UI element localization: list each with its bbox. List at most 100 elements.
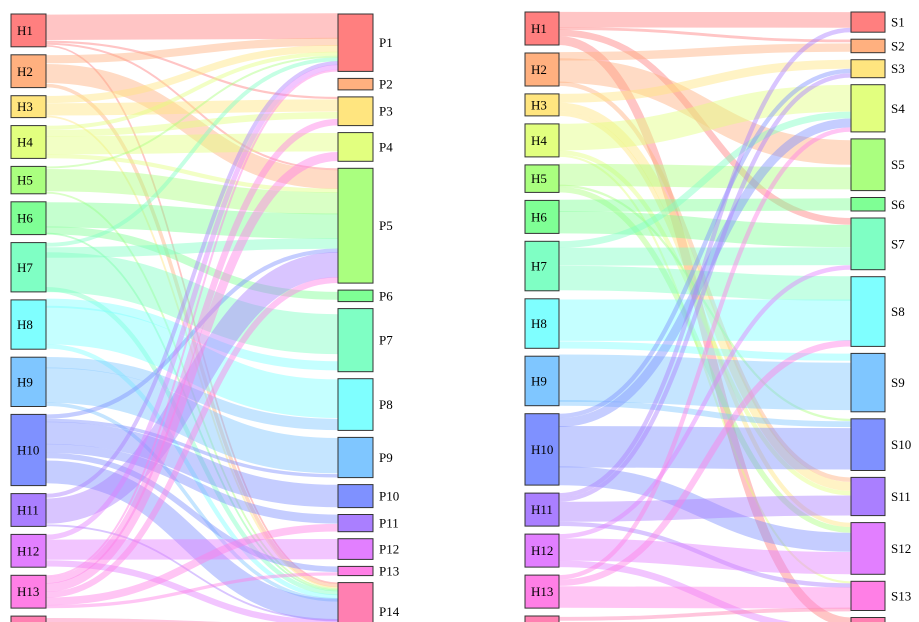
right-link-H1-S2 <box>558 27 852 43</box>
left-link-H12-P1 <box>45 64 339 540</box>
left-link-H13-P5 <box>45 276 339 598</box>
right-link-H7-S8 <box>558 265 852 301</box>
right-link-H2-S5 <box>558 58 852 165</box>
left-link-H3-P14 <box>45 115 339 589</box>
right-target-label-s10: S10 <box>891 437 911 452</box>
left-link-H10-P13 <box>45 452 339 573</box>
right-link-H9-S9 <box>558 354 852 411</box>
right-target-label-s3: S3 <box>891 61 905 76</box>
right-link-H11-S13 <box>558 521 852 588</box>
left-target-node-p11 <box>337 514 374 533</box>
left-source-label-h1: H1 <box>17 23 33 38</box>
right-link-H4-S13 <box>558 154 852 584</box>
right-source-node-h12 <box>524 533 560 568</box>
left-link-H4-P4 <box>45 133 339 155</box>
right-target-label-s5: S5 <box>891 157 905 172</box>
right-target-label-s6: S6 <box>891 197 905 212</box>
right-source-label-h1: H1 <box>531 21 547 36</box>
right-target-label-s7: S7 <box>891 236 905 251</box>
right-link-H11-S11 <box>558 495 852 522</box>
right-link-H6-S6 <box>558 198 852 212</box>
left-target-node-p9 <box>337 436 374 479</box>
left-source-label-h7: H7 <box>17 260 33 275</box>
right-target-label-s13: S13 <box>891 588 911 603</box>
right-source-label-h10: H10 <box>531 442 553 457</box>
left-target-label-p7: P7 <box>379 333 393 348</box>
left-link-H11-P5 <box>45 252 339 524</box>
left-link-H7-P1 <box>45 57 339 247</box>
left-link-H7-P14 <box>45 286 339 596</box>
right-target-label-s1: S1 <box>891 15 905 30</box>
right-link-H4-S4 <box>558 84 852 151</box>
left-target-label-p6: P6 <box>379 288 393 303</box>
left-source-node-h5 <box>10 165 47 195</box>
left-target-node-p13 <box>337 565 374 577</box>
right-link-H7-S7 <box>558 247 852 266</box>
right-target-node-s8 <box>850 276 886 347</box>
left-link-H12-P14 <box>45 560 339 622</box>
right-sankey-nodes: H1 H2 H3 H4 H5 H6 H7 H8 H9 H10 H11 H12 H13 H14 S1 S2 S3 S… <box>524 11 912 622</box>
left-target-node-p10 <box>337 484 374 509</box>
right-link-H10-S4 <box>558 118 852 427</box>
left-target-node-p3 <box>337 96 374 127</box>
left-link-H13-P13 <box>45 572 339 609</box>
right-source-node-h6 <box>524 199 560 234</box>
left-link-H11-P14 <box>45 524 339 621</box>
left-link-H7-P5 <box>45 238 339 258</box>
left-link-H6-P5 <box>45 202 339 239</box>
left-target-label-p8: P8 <box>379 397 393 412</box>
right-target-node-s10 <box>850 418 886 471</box>
right-link-H6-S7 <box>558 211 852 248</box>
right-target-node-s14 <box>850 617 886 622</box>
right-source-label-h7: H7 <box>531 259 547 274</box>
right-source-node-h4 <box>524 123 560 158</box>
right-target-label-s11: S11 <box>891 489 911 504</box>
right-target-node-s7 <box>850 217 886 271</box>
right-link-H12-S14 <box>558 560 792 622</box>
right-source-node-h9 <box>524 355 560 407</box>
left-source-node-h4 <box>10 125 47 159</box>
right-link-H12-S12 <box>558 538 852 575</box>
right-target-label-s12: S12 <box>891 541 911 556</box>
right-link-H5-S5 <box>558 163 852 190</box>
right-link-H3-S3 <box>558 59 852 103</box>
right-source-node-h2 <box>524 52 560 87</box>
right-source-node-h8 <box>524 298 560 349</box>
right-link-H3-S12 <box>558 111 852 528</box>
left-target-label-p3: P3 <box>379 104 393 119</box>
left-link-H2-P5 <box>45 64 339 189</box>
right-target-label-s8: S8 <box>891 304 905 319</box>
left-source-label-h10: H10 <box>17 443 39 458</box>
left-source-node-h7 <box>10 242 47 293</box>
left-source-node-h3 <box>10 95 47 119</box>
left-source-label-h5: H5 <box>17 173 33 188</box>
right-sankey-links <box>558 11 852 622</box>
left-target-node-p2 <box>337 77 374 91</box>
right-link-H2-S11 <box>558 81 852 482</box>
right-target-node-s4 <box>850 84 886 133</box>
left-link-H1-P1 <box>45 13 339 40</box>
right-target-node-s1 <box>850 11 886 33</box>
left-sankey-links <box>45 13 339 622</box>
left-target-label-p14: P14 <box>379 604 400 619</box>
left-link-H1-P5 <box>45 42 339 171</box>
right-target-node-s6 <box>850 197 886 212</box>
left-link-H2-P1 <box>45 37 339 64</box>
right-source-node-h10 <box>524 413 560 486</box>
right-source-node-h14 <box>524 615 560 622</box>
left-source-label-h3: H3 <box>17 99 33 114</box>
right-source-node-h7 <box>524 240 560 292</box>
left-link-H10-P14 <box>45 460 339 622</box>
left-source-label-h9: H9 <box>17 374 33 389</box>
left-link-H8-P8 <box>45 305 339 418</box>
left-source-node-h12 <box>10 533 47 568</box>
left-link-H9-P9 <box>45 367 339 474</box>
right-source-label-h2: H2 <box>531 62 547 77</box>
right-source-node-h1 <box>524 11 560 46</box>
left-target-label-p2: P2 <box>379 77 393 92</box>
left-link-H4-P3 <box>45 111 339 137</box>
left-target-label-p4: P4 <box>379 139 393 154</box>
right-source-label-h5: H5 <box>531 171 547 186</box>
left-link-H3-P1 <box>45 45 339 104</box>
right-source-node-h3 <box>524 93 560 117</box>
